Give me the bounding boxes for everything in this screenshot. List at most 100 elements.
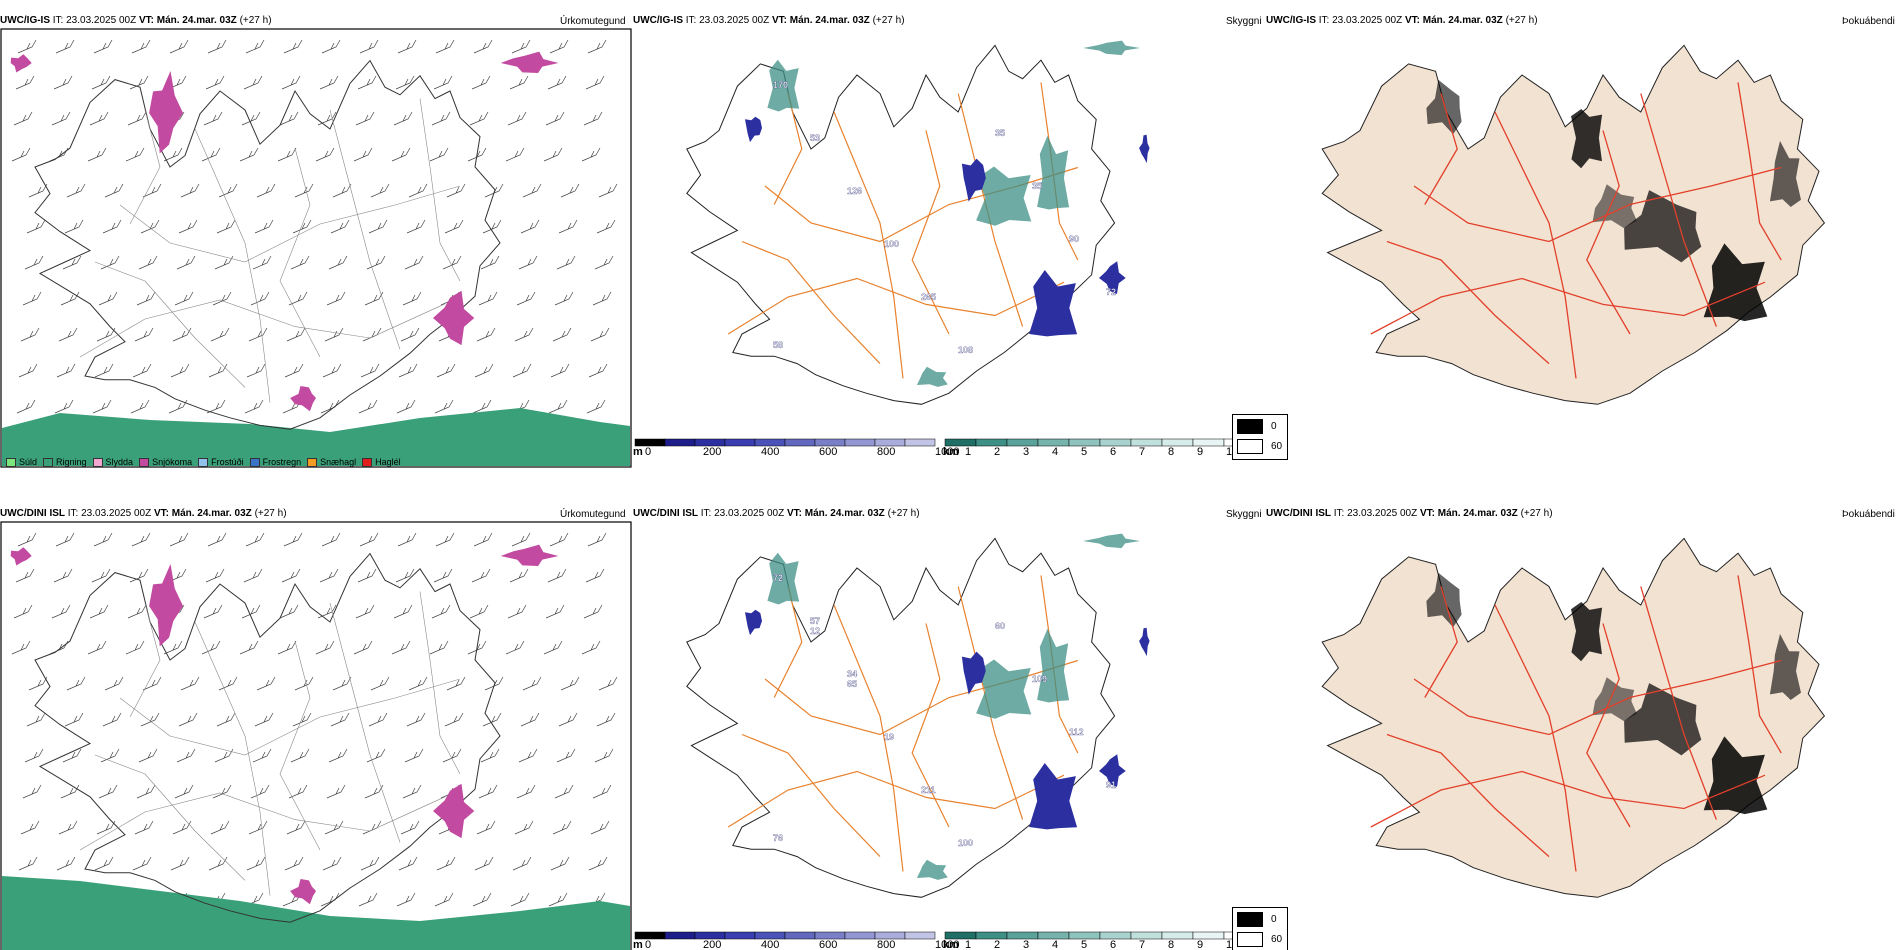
vis-bar-segment [1099, 438, 1132, 447]
model-name: UWC/DINI ISL [0, 508, 65, 519]
fog-legend-value: 0 [1271, 914, 1277, 925]
precip-legend-label: Haglél [375, 457, 401, 467]
init-time: 23.03.2025 00Z [1332, 15, 1403, 26]
ceiling-label: 109 [1032, 674, 1047, 684]
iceland-outline [34, 59, 501, 430]
ceiling-label: 60 [995, 621, 1005, 631]
low-ceiling-areas [745, 609, 1150, 830]
precip-legend-item: Snæhagl [307, 457, 356, 467]
model-name: UWC/IG-IS [0, 15, 50, 26]
ceiling-label: 108 [958, 345, 973, 355]
ceiling-tick: 600 [819, 939, 838, 950]
vis-tick: 6 [1110, 939, 1117, 950]
it-label: IT: [67, 508, 79, 519]
ceiling-unit: m [633, 939, 643, 950]
vis-tick: 8 [1168, 446, 1175, 458]
lead-time: (+27 h) [1520, 508, 1553, 519]
vis-bar-segment [975, 931, 1008, 940]
fog-legend-row: 60 [1237, 439, 1282, 454]
vis-bar-segment [1192, 931, 1225, 940]
init-time: 23.03.2025 00Z [1347, 508, 1418, 519]
ceiling-unit: m [633, 446, 643, 458]
iceland-outline [34, 552, 501, 923]
vt-label: VT: [153, 508, 169, 519]
ceiling-bar-segment [844, 438, 876, 447]
precip-legend-label: Rigning [56, 457, 87, 467]
precip-legend-label: Snæhagl [320, 457, 357, 467]
ceiling-bar-segment [904, 438, 936, 447]
precip-legend-swatch [6, 457, 16, 467]
ceiling-label: 265 [921, 292, 936, 302]
vt-label: VT: [1419, 508, 1435, 519]
precip-legend-label: Súld [19, 457, 38, 467]
vt-label: VT: [771, 15, 787, 26]
visibility-panel: UWC/IG-IS IT: 23.03.2025 00Z VT: Mán. 24… [633, 14, 1266, 469]
ceiling-bar-segment [874, 438, 906, 447]
map-frame [0, 28, 632, 468]
ceiling-bar-segment [784, 931, 816, 940]
vis-tick: 1 [965, 446, 972, 458]
ceiling-bar-segment [814, 931, 846, 940]
ceiling-labels: 170 53 126 100 265 108 35 35 90 72 58 [773, 80, 1116, 355]
precip-legend-item: Slydda [92, 457, 133, 467]
colorbar-labels: m02004006008001000km12345678910 [633, 446, 1266, 460]
panel-header: UWC/DINI ISL IT: 23.03.2025 00Z VT: Mán.… [1266, 507, 1553, 521]
fog-legend-swatch [1237, 912, 1263, 927]
vis-bar-segment [1192, 438, 1225, 447]
terrain-lines [79, 591, 461, 896]
panel-title: Þokuábendi [1842, 509, 1895, 520]
init-time: 23.03.2025 00Z [81, 508, 152, 519]
ceiling-label: 72 [773, 573, 783, 583]
vis-bar-segment [944, 931, 977, 940]
vis-tick: 7 [1139, 939, 1146, 950]
it-label: IT: [1333, 508, 1345, 519]
panel-header: UWC/IG-IS IT: 23.03.2025 00Z VT: Mán. 24… [0, 14, 272, 28]
lead-time: (+27 h) [887, 508, 920, 519]
fog-legend-row: 60 [1237, 932, 1282, 947]
ceiling-label: 19 [884, 732, 894, 742]
fog-panel: UWC/DINI ISL IT: 23.03.2025 00Z VT: Mán.… [1232, 507, 1900, 950]
ceiling-bar-segment [694, 931, 726, 940]
vis-bar-segment [944, 438, 977, 447]
lead-time: (+27 h) [239, 15, 272, 26]
map-frame [0, 521, 632, 950]
snow-areas [10, 51, 559, 412]
ceiling-label: 90 [1069, 234, 1079, 244]
panel-header: UWC/DINI ISL IT: 23.03.2025 00Z VT: Mán.… [0, 507, 287, 521]
fog-legend: 0 60 [1232, 907, 1288, 950]
visibility-map: 170 53 126 100 265 108 35 35 90 72 58 [686, 40, 1150, 405]
ceiling-label: 35 [995, 128, 1005, 138]
it-label: IT: [52, 15, 64, 26]
ceiling-label: 76 [773, 833, 783, 843]
model-name: UWC/IG-IS [633, 15, 683, 26]
panel-title: Úrkomutegund [560, 509, 626, 520]
vis-bar-segment [1161, 931, 1194, 940]
vis-tick: 2 [994, 939, 1001, 950]
ceiling-tick: 200 [703, 939, 722, 950]
init-time: 23.03.2025 00Z [714, 508, 785, 519]
init-time: 23.03.2025 00Z [699, 15, 770, 26]
ceiling-tick: 400 [761, 939, 780, 950]
vis-tick: 7 [1139, 446, 1146, 458]
precip-legend-swatch [92, 457, 103, 467]
ceiling-tick: 600 [819, 446, 838, 458]
iceland-land [1321, 44, 1826, 405]
vis-bar-segment [1068, 438, 1101, 447]
ceiling-bar-segment [664, 931, 696, 940]
ceiling-label: 170 [773, 80, 788, 90]
precip-map [0, 28, 632, 468]
panel-title: Skyggni [1226, 509, 1262, 520]
ceiling-label: 100 [958, 838, 973, 848]
ceiling-label: 65 [847, 679, 857, 689]
ceiling-label: 112 [1069, 727, 1084, 737]
fog-legend-swatch [1237, 419, 1263, 434]
ceiling-label: 57 [810, 616, 820, 626]
ceiling-tick: 800 [877, 446, 896, 458]
rain-area [2, 408, 630, 466]
low-visibility-areas [767, 40, 1141, 387]
precip-type-panel: UWC/IG-IS IT: 23.03.2025 00Z VT: Mán. 24… [0, 14, 633, 469]
vt-label: VT: [1404, 15, 1420, 26]
vis-bar-segment [1130, 931, 1163, 940]
fog-legend-row: 0 [1237, 912, 1277, 927]
ceiling-bar-segment [844, 931, 876, 940]
